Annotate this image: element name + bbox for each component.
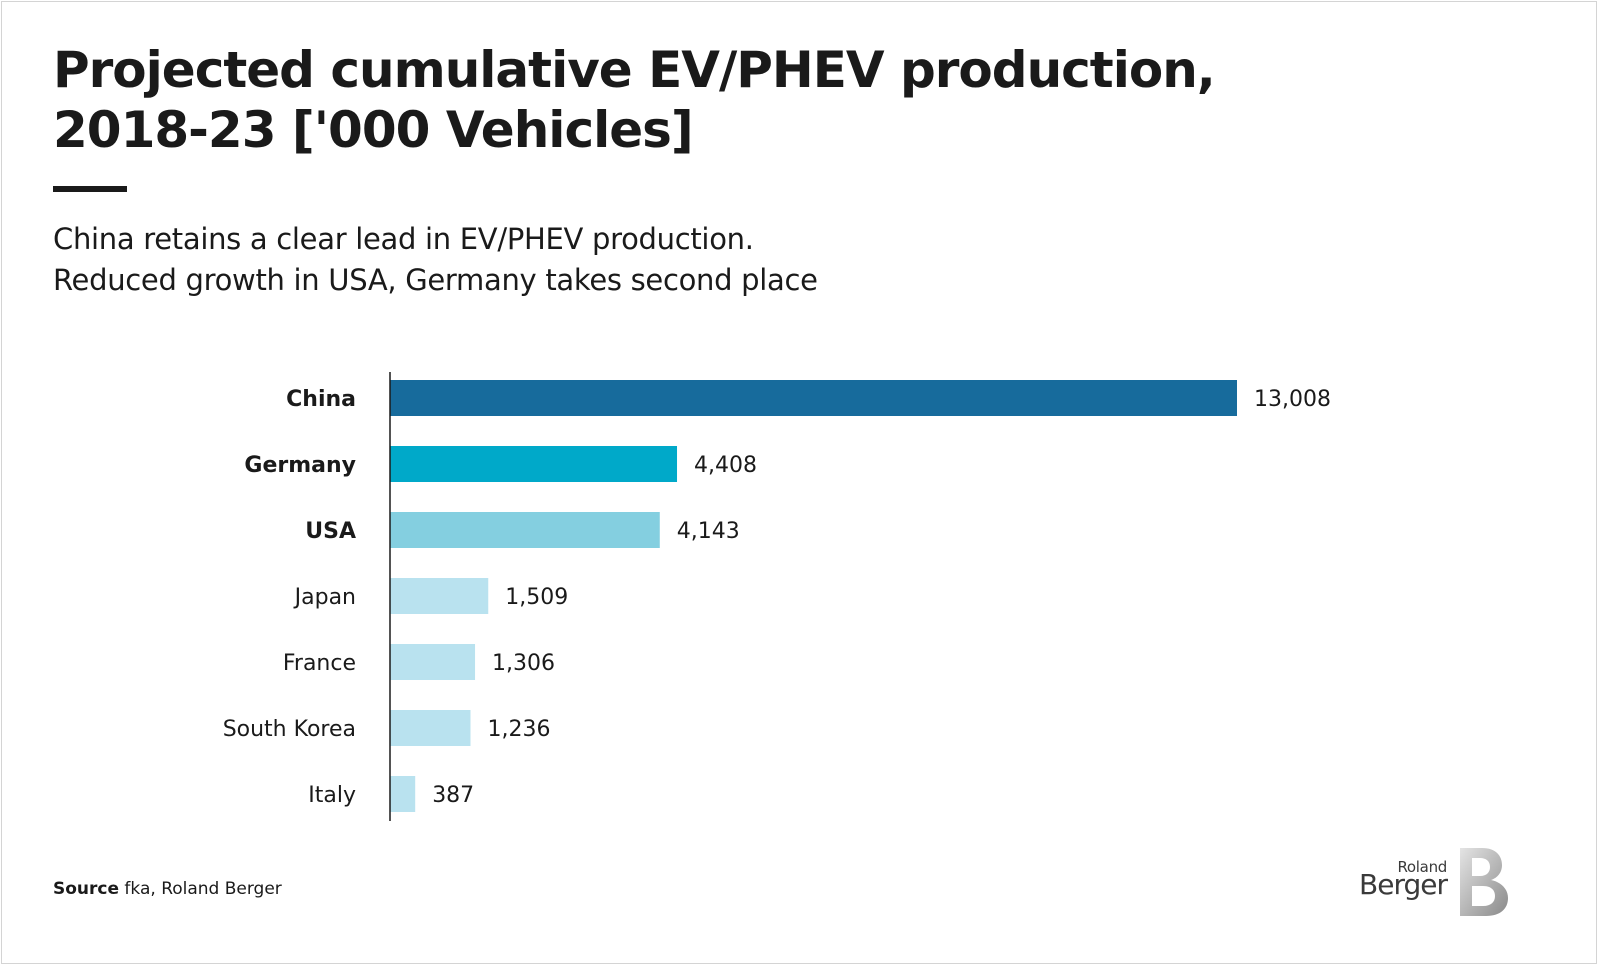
chart-subtitle: China retains a clear lead in EV/PHEV pr… xyxy=(53,219,1053,301)
category-label-usa: USA xyxy=(305,519,356,544)
category-label-japan: Japan xyxy=(293,585,356,610)
category-label-italy: Italy xyxy=(308,783,356,808)
chart-title-line-1: Projected cumulative EV/PHEV production, xyxy=(53,41,1216,99)
bar-south-korea xyxy=(390,710,471,746)
chart-title-line-2: 2018-23 ['000 Vehicles] xyxy=(53,101,694,159)
category-label-france: France xyxy=(283,651,356,676)
value-label-france: 1,306 xyxy=(492,651,555,676)
value-label-germany: 4,408 xyxy=(694,453,757,478)
bar-china xyxy=(390,380,1237,416)
category-label-germany: Germany xyxy=(244,453,356,478)
bar-italy xyxy=(390,776,416,812)
bar-usa xyxy=(390,512,660,548)
logo-text-berger: Berger xyxy=(1359,868,1448,901)
value-label-japan: 1,509 xyxy=(505,585,568,610)
value-label-italy: 387 xyxy=(432,783,474,808)
bar-france xyxy=(390,644,476,680)
chart-title: Projected cumulative EV/PHEV production,… xyxy=(53,40,1253,160)
chart-subtitle-line-1: China retains a clear lead in EV/PHEV pr… xyxy=(53,222,754,256)
source-text: fka, Roland Berger xyxy=(119,879,282,899)
value-label-usa: 4,143 xyxy=(677,519,740,544)
value-label-south-korea: 1,236 xyxy=(487,717,550,742)
category-label-south-korea: South Korea xyxy=(223,717,356,742)
source-label: Source xyxy=(53,879,120,899)
source-note: Source fka, Roland Berger xyxy=(53,879,282,899)
logo-text-roland: Roland xyxy=(1397,858,1447,876)
chart-subtitle-line-2: Reduced growth in USA, Germany takes sec… xyxy=(53,263,818,297)
category-label-china: China xyxy=(286,387,356,412)
logo-b-mark-icon xyxy=(1460,848,1508,916)
value-label-china: 13,008 xyxy=(1254,387,1331,412)
title-underline xyxy=(53,186,127,192)
bar-japan xyxy=(390,578,489,614)
bar-germany xyxy=(390,446,678,482)
roland-berger-logo: Roland Berger xyxy=(1359,844,1522,924)
